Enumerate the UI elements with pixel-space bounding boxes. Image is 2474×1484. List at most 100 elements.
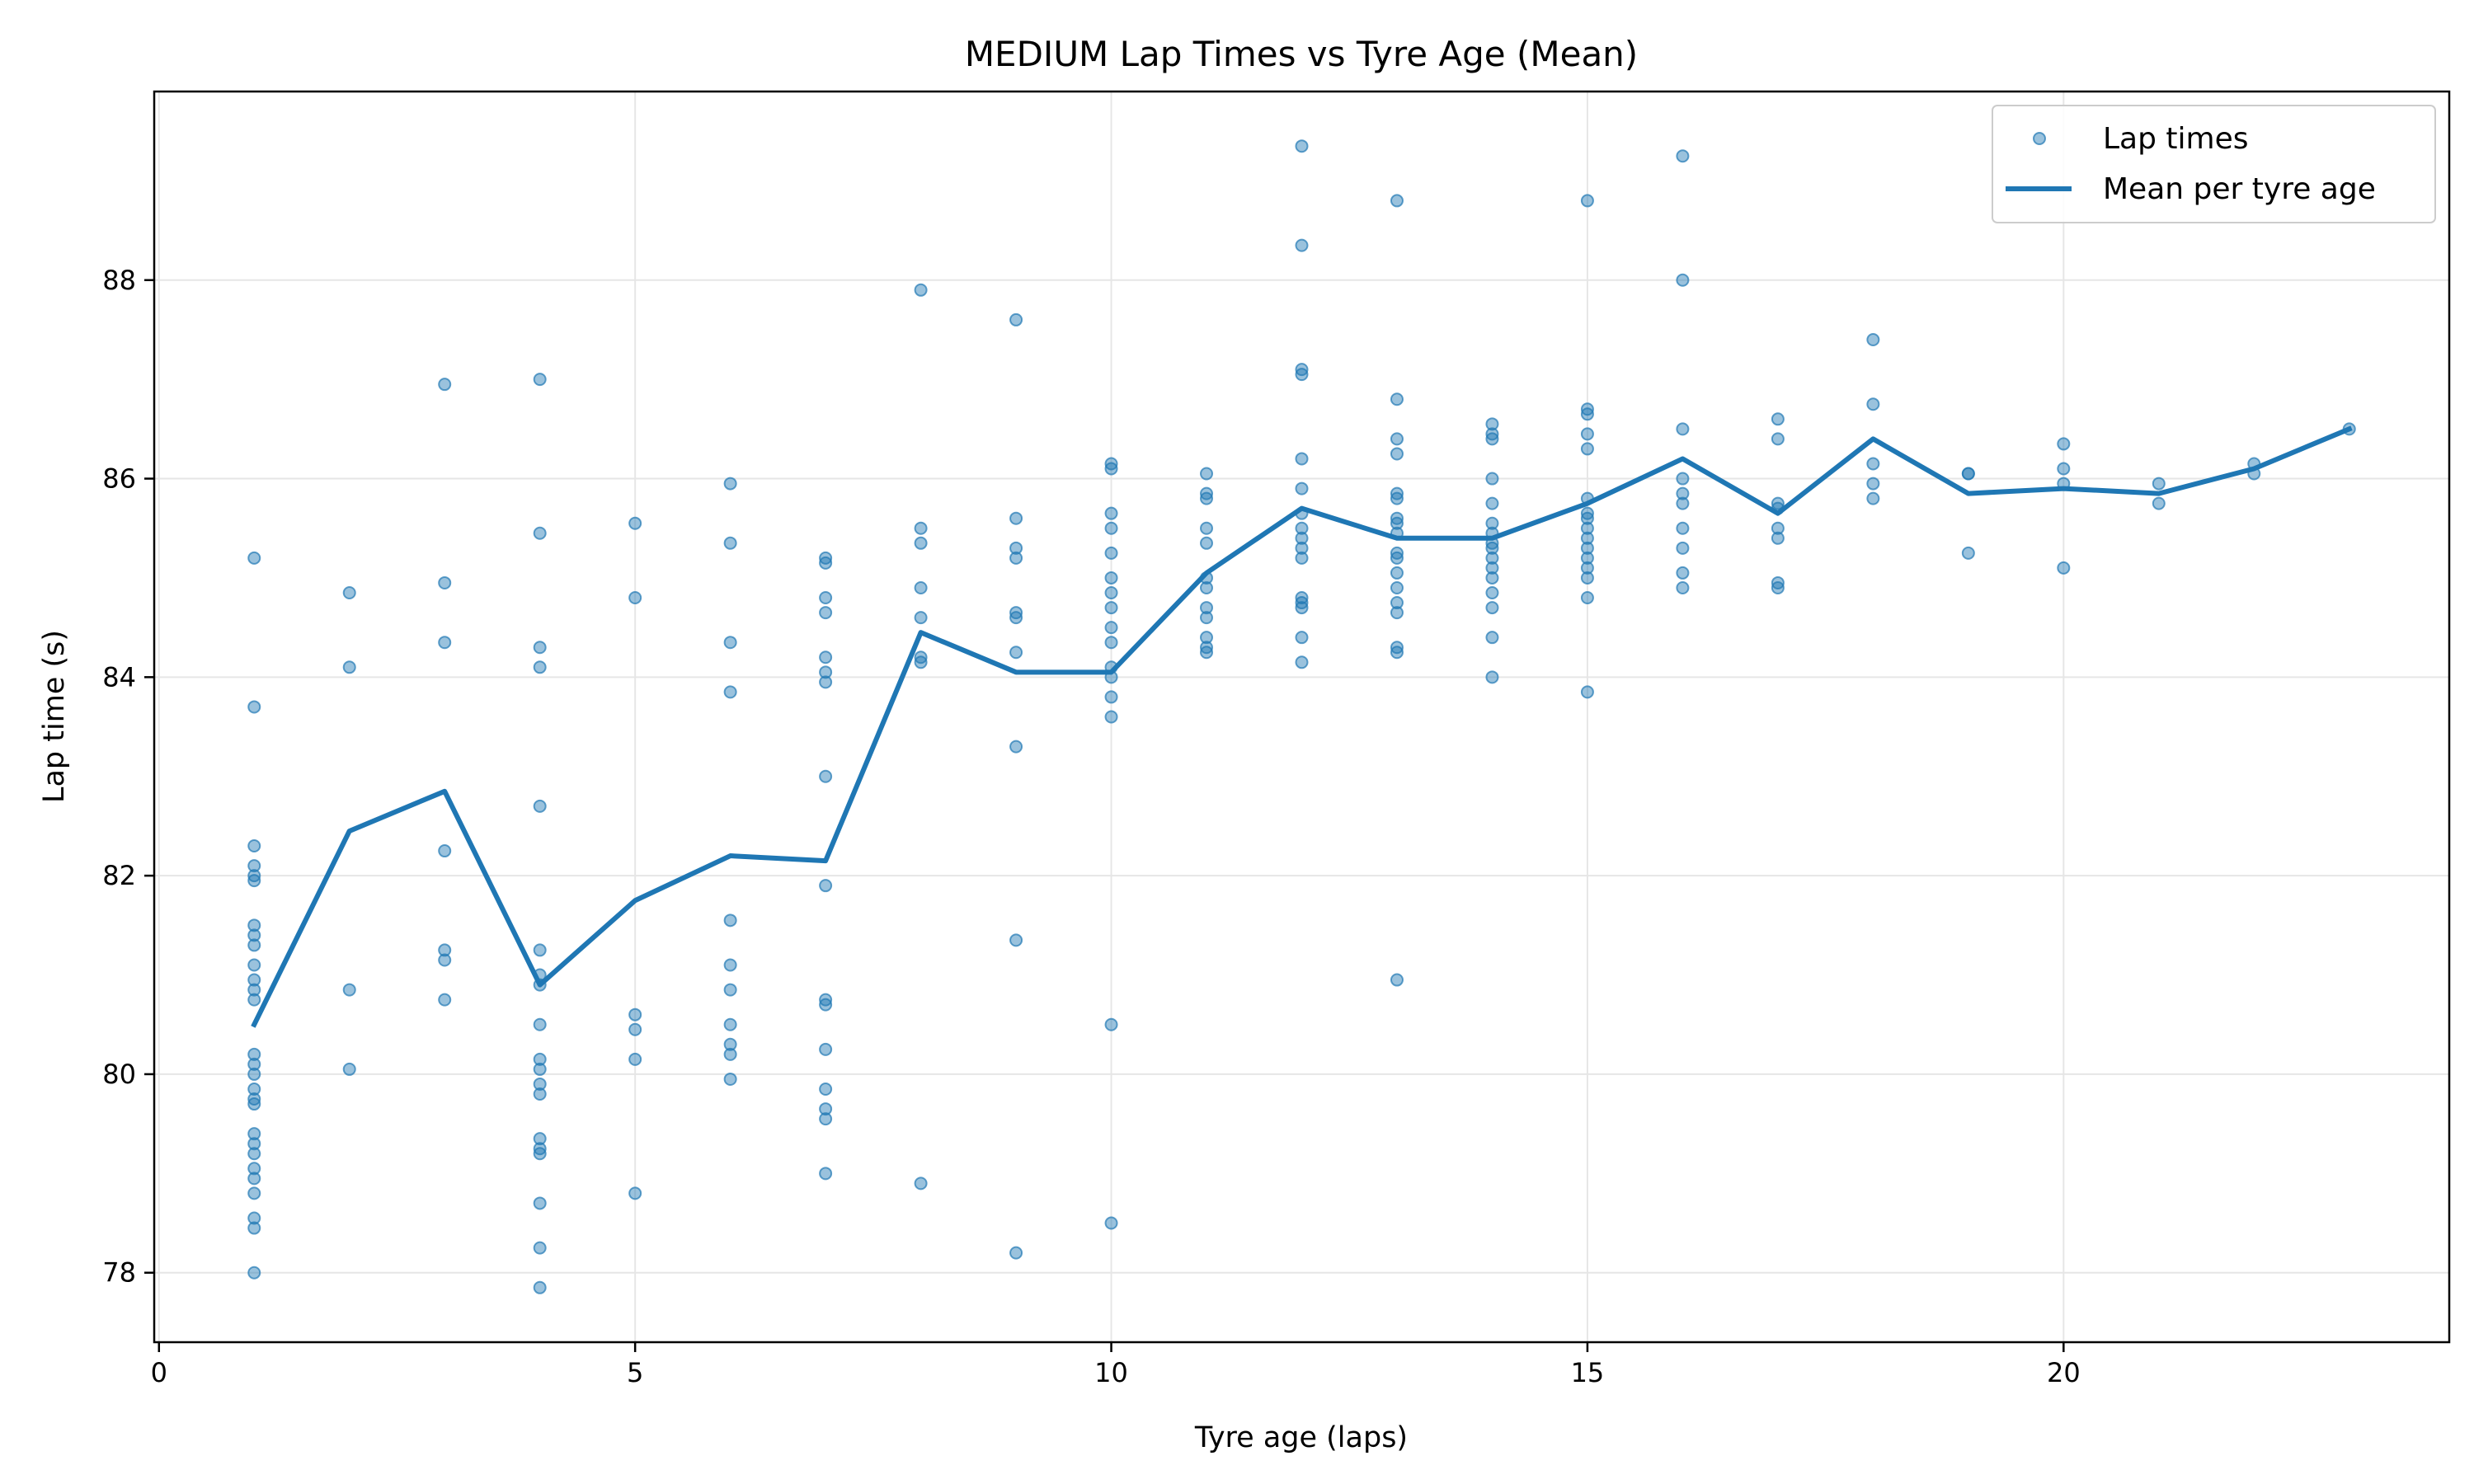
legend: Lap times Mean per tyre age [1992, 105, 2436, 223]
lap-time-point [914, 655, 928, 669]
lap-time-point [1961, 467, 1975, 481]
lap-time-point [1390, 447, 1404, 461]
x-tick-label: 0 [151, 1357, 167, 1388]
lap-time-point [1295, 238, 1309, 252]
x-axis-ticks: 0 5 10 15 20 [151, 1342, 2081, 1388]
lap-time-point [247, 1266, 261, 1280]
lap-time-point [533, 1087, 547, 1101]
lap-time-point [914, 611, 928, 625]
lap-time-point [1580, 561, 1594, 575]
lap-time-point [1009, 511, 1023, 525]
lap-time-point [1580, 521, 1594, 535]
lap-time-point [1485, 417, 1499, 431]
lap-time-point [1104, 462, 1118, 476]
lap-time-point [1295, 541, 1309, 555]
lap-time-point [723, 983, 737, 997]
lap-time-point [1676, 422, 1690, 436]
lap-time-point [1771, 521, 1785, 535]
lap-time-point [1104, 636, 1118, 650]
lap-time-point [723, 1072, 737, 1086]
lap-time-point [1580, 407, 1594, 421]
lap-time-point [1676, 580, 1690, 594]
lap-time-point [723, 636, 737, 650]
lap-time-point [1485, 670, 1499, 684]
lap-time-point [533, 1196, 547, 1210]
lap-time-point [1295, 601, 1309, 615]
lap-time-point [819, 556, 833, 570]
lap-time-point [2057, 561, 2071, 575]
lap-time-point [247, 551, 261, 565]
lap-time-point [1485, 631, 1499, 645]
lap-time-point [819, 879, 833, 893]
y-tick-label: 88 [102, 265, 136, 296]
x-tick-label: 20 [2047, 1357, 2081, 1388]
lap-time-point [1295, 368, 1309, 382]
lap-time-point [342, 660, 356, 674]
x-tick-label: 10 [1094, 1357, 1128, 1388]
lap-time-point [247, 1211, 261, 1225]
lap-time-point [247, 1127, 261, 1141]
lap-time-point [1104, 546, 1118, 560]
lap-time-point [533, 1062, 547, 1076]
lap-time-point [1104, 710, 1118, 724]
lap-time-point [1771, 531, 1785, 545]
lap-time-point [533, 1052, 547, 1066]
lap-time-point [1295, 521, 1309, 535]
lap-time-point [247, 1186, 261, 1200]
lap-time-point [914, 521, 928, 535]
lap-time-point [1295, 655, 1309, 669]
scatter-points [247, 139, 2356, 1294]
mean-per-tyre-age-line [251, 425, 2353, 1028]
lap-time-point [1104, 506, 1118, 520]
lap-time-point [1676, 541, 1690, 555]
lap-time-point [1009, 551, 1023, 565]
lap-time-point [1390, 516, 1404, 530]
y-tick-label: 78 [102, 1257, 136, 1289]
lap-time-point [533, 373, 547, 387]
lap-time-point [1771, 412, 1785, 426]
lap-time-point [1009, 611, 1023, 625]
lap-time-point [533, 641, 547, 655]
lap-time-point [247, 918, 261, 932]
lap-time-point [1485, 516, 1499, 530]
lap-time-point [1390, 392, 1404, 406]
lap-time-point [1580, 685, 1594, 699]
lap-time-point [628, 591, 642, 605]
lap-time-point [1676, 149, 1690, 163]
legend-marker-lap-times [2033, 132, 2046, 145]
lap-time-point [533, 1017, 547, 1031]
lap-time-point [247, 1097, 261, 1111]
legend-label-mean: Mean per tyre age [2103, 172, 2376, 206]
lap-time-point [1009, 541, 1023, 555]
lap-time-point [1295, 452, 1309, 466]
lap-time-point [819, 1082, 833, 1096]
lap-time-point [1390, 194, 1404, 208]
lap-time-point [438, 575, 452, 589]
lap-time-point [723, 1047, 737, 1061]
lap-time-point [247, 839, 261, 853]
lap-time-point [1104, 690, 1118, 704]
lap-time-point [819, 1102, 833, 1116]
lap-time-point [438, 378, 452, 392]
lap-time-point [2057, 462, 2071, 476]
lap-time-point [1485, 432, 1499, 446]
lap-time-point [247, 700, 261, 714]
lap-time-point [1390, 432, 1404, 446]
lap-time-point [1771, 432, 1785, 446]
lap-time-point [1009, 740, 1023, 754]
lap-time-point [247, 938, 261, 952]
lap-time-point [1390, 973, 1404, 987]
lap-time-point [1580, 541, 1594, 555]
lap-time-point [914, 536, 928, 550]
lap-time-point [819, 606, 833, 620]
x-axis-label: Tyre age (laps) [1194, 1421, 1408, 1454]
lap-time-point [914, 580, 928, 594]
lap-time-point [723, 536, 737, 550]
lap-time-point [1200, 536, 1214, 550]
lap-time-point [1961, 546, 1975, 560]
lap-time-point [1580, 511, 1594, 525]
lap-time-point [819, 1167, 833, 1181]
lap-time-point [723, 913, 737, 928]
lap-time-point [628, 1052, 642, 1066]
